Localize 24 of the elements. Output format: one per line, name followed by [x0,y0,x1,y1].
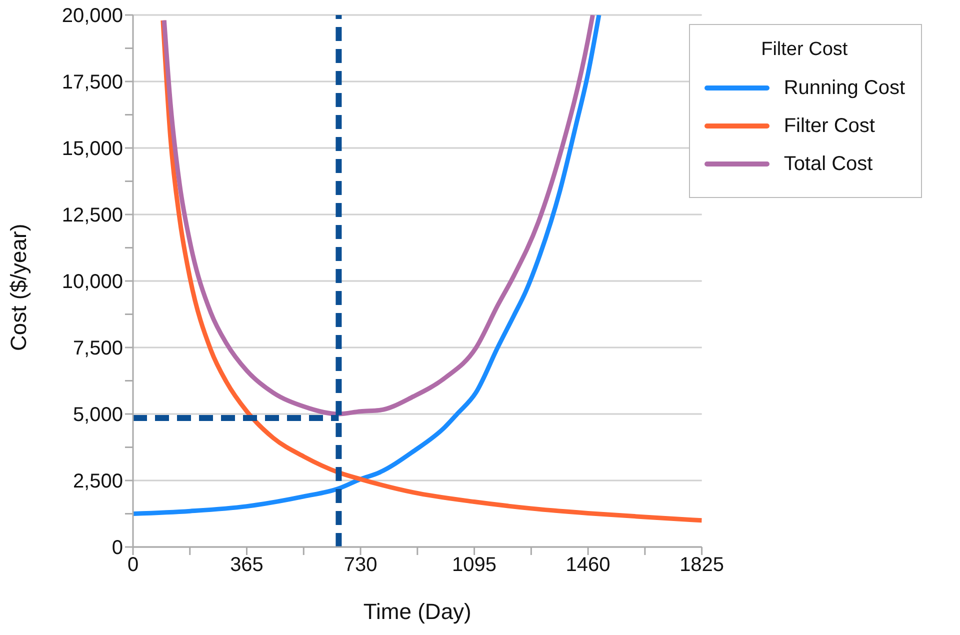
y-tick-label: 12,500 [62,204,123,227]
x-tick-label: 1825 [680,554,724,576]
line-series [133,15,602,516]
legend-label: Total Cost [784,152,873,176]
x-tick-label: 1460 [566,554,610,576]
y-tick-label: 20,000 [62,5,123,28]
x-tick-label: 1095 [452,554,497,576]
legend-title: Filter Cost [760,39,849,61]
y-axis-title: Cost ($/year) [6,224,31,351]
y-tick-label: 2,500 [72,470,123,493]
x-axis-title: Time (Day) [363,599,472,624]
y-tick-label: 17,500 [62,72,123,94]
y-tick-label: 0 [112,537,123,560]
y-tick-label: 5,000 [72,404,123,426]
y-tick-label: 7,500 [72,338,123,360]
line-series [160,18,702,523]
line-series [162,15,595,416]
x-tick-label: 365 [230,554,264,576]
x-tick-label: 0 [127,554,139,576]
legend-label: Running Cost [784,76,905,100]
x-tick-label: 730 [344,554,378,576]
legend-label: Filter Cost [784,114,875,138]
y-tick-label: 15,000 [62,138,123,160]
y-tick-label: 10,000 [62,271,123,294]
